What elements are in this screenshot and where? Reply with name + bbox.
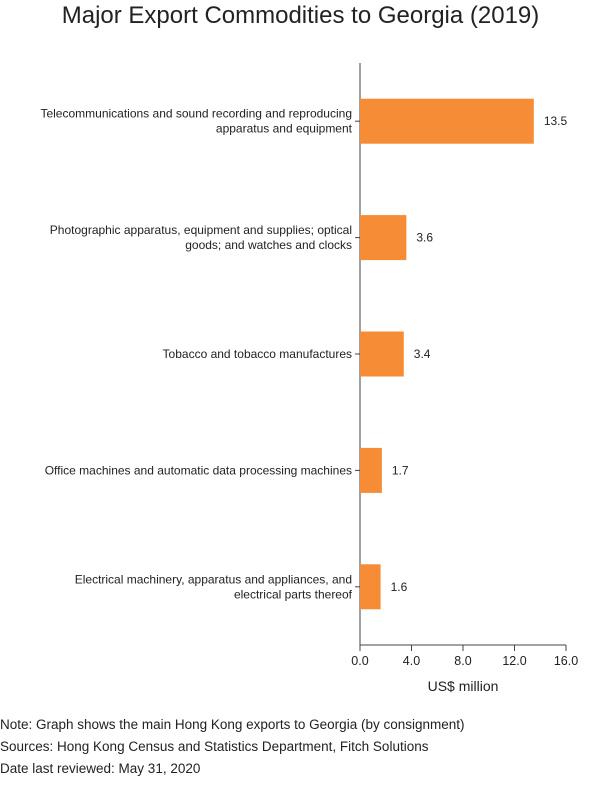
bar-value-label: 13.5 [544, 114, 568, 128]
sources-text: Sources: Hong Kong Census and Statistics… [0, 739, 429, 754]
category-label: electrical parts thereof [234, 587, 353, 601]
bar-value-label: 1.6 [391, 580, 408, 594]
category-label: apparatus and equipment [216, 122, 353, 136]
bar-value-label: 3.6 [416, 231, 433, 245]
date-reviewed-text: Date last reviewed: May 31, 2020 [0, 761, 201, 776]
bar [360, 564, 381, 610]
bar [360, 447, 382, 493]
category-label: goods; and watches and clocks [185, 238, 352, 252]
bar [360, 331, 404, 377]
note-text: Note: Graph shows the main Hong Kong exp… [0, 717, 465, 732]
bar [360, 98, 534, 144]
bar-chart: 0.0 4.0 8.0 12.0 16.0 US$ million 13.5 Telecomm… [40, 63, 578, 694]
chart-title: Major Export Commodities to Georgia (201… [61, 2, 540, 29]
x-tick-label: 16.0 [554, 654, 578, 668]
x-tick-label: 12.0 [502, 654, 526, 668]
x-tick-label: 0.0 [351, 654, 368, 668]
x-tick-label: 4.0 [403, 654, 420, 668]
category-label: Photographic apparatus, equipment and su… [50, 223, 352, 237]
category-label: Telecommunications and sound recording a… [40, 107, 352, 121]
x-tick-label: 8.0 [454, 654, 471, 668]
category-label: Tobacco and tobacco manufactures [163, 347, 352, 361]
bar-value-label: 3.4 [414, 347, 431, 361]
chart-notes: Note: Graph shows the main Hong Kong exp… [0, 714, 465, 780]
bar-value-label: 1.7 [392, 463, 409, 477]
bar [360, 215, 407, 261]
x-axis-label: US$ million [428, 678, 499, 694]
category-label: Electrical machinery, apparatus and appl… [75, 572, 352, 586]
category-label: Office machines and automatic data proce… [45, 463, 352, 477]
